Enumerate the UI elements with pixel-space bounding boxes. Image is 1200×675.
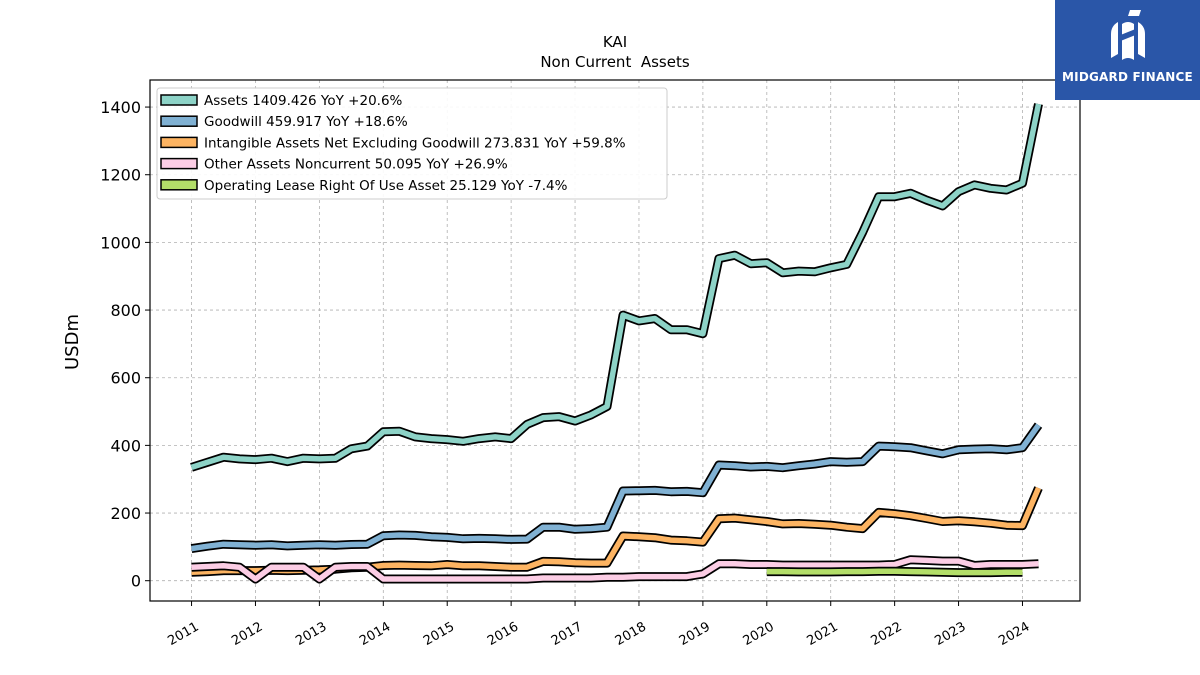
legend-swatch: [160, 179, 198, 191]
series-line: [191, 556, 1039, 582]
y-tick-label: 200: [110, 504, 141, 523]
legend-box: [156, 87, 668, 200]
series-0: [190, 103, 1043, 472]
x-tick-label: 2017: [549, 619, 585, 649]
x-tick-label: 2016: [485, 619, 521, 649]
legend-swatch: [160, 157, 198, 170]
x-tick-label: 2021: [805, 619, 841, 649]
y-tick-label: 400: [110, 436, 141, 455]
series-line: [191, 423, 1041, 552]
series-3: [191, 555, 1039, 584]
x-tick-label: 2023: [932, 619, 968, 649]
series-line: [190, 103, 1042, 471]
x-tick-label: 2022: [868, 619, 904, 649]
series-line-outline: [190, 422, 1043, 554]
legend-entry: Operating Lease Right Of Use Asset 25.12…: [204, 178, 568, 194]
chart-subtitle: Non Current Assets: [540, 53, 690, 71]
legend-entry: Intangible Assets Net Excluding Goodwill…: [204, 135, 626, 151]
plot-frame: [149, 79, 1081, 602]
legend-entry: Assets 1409.426 YoY +20.6%: [204, 93, 403, 109]
y-tick-label: 0: [131, 572, 141, 591]
y-tick-label: 1400: [100, 98, 141, 117]
series-line: [766, 568, 1023, 576]
series-4: [766, 566, 1023, 578]
legend: Assets 1409.426 YoY +20.6% Goodwill 459.9…: [156, 87, 668, 200]
series-layer: [190, 103, 1043, 584]
logo-text: MIDGARD FINANCE: [1062, 70, 1193, 84]
x-tick-label: 2019: [677, 619, 713, 649]
y-axis-label: USDm: [62, 314, 83, 370]
logo-mark-icon: [1111, 10, 1145, 60]
x-tick-label: 2015: [421, 619, 457, 649]
midgard-finance-logo: MIDGARD FINANCE: [1055, 0, 1200, 100]
y-tick-label: 1000: [100, 233, 141, 252]
legend-swatch: [160, 94, 198, 106]
series-1: [190, 422, 1043, 554]
x-tick-label: 2013: [293, 619, 329, 649]
chart-title: KAI: [603, 33, 627, 51]
x-tick-label: 2020: [741, 619, 777, 649]
legend-entry: Goodwill 459.917 YoY +18.6%: [204, 114, 408, 130]
legend-swatch: [160, 136, 198, 149]
y-tick-label: 800: [110, 301, 141, 320]
legend-entry: Other Assets Noncurrent 50.095 YoY +26.9…: [204, 157, 508, 173]
x-tick-label: 2018: [613, 619, 649, 649]
y-tick-label: 600: [110, 369, 141, 388]
x-tick-label: 2024: [996, 619, 1032, 649]
x-tick-label: 2012: [229, 619, 265, 649]
y-tick-label: 1200: [100, 166, 141, 185]
x-tick-label: 2014: [357, 619, 393, 649]
x-tick-label: 2011: [165, 619, 201, 649]
legend-swatch: [160, 115, 198, 127]
